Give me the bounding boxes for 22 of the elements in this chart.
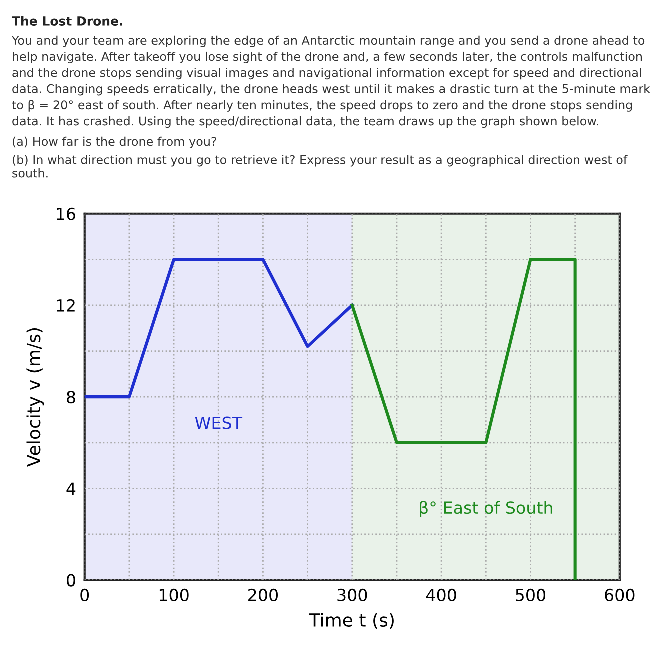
text: (b) In what direction must you go to retrieve it? Express your result as a geographical direction west of south. — [12, 155, 628, 178]
x-tick-label: 100 — [160, 588, 189, 602]
y-tick-label: 0 — [67, 574, 76, 587]
x-tick-label: 200 — [248, 588, 278, 602]
text: (a) How far is the drone from you? — [12, 136, 216, 148]
x-tick-label: 300 — [338, 588, 368, 602]
y-tick-label: 16 — [57, 208, 76, 220]
y-tick-label: 12 — [57, 299, 75, 312]
y-tick-label: 8 — [67, 391, 76, 404]
chart-title: The Lost Drone. — [12, 16, 122, 26]
band-label: WEST — [195, 416, 243, 430]
band-label: β° East of South — [420, 501, 552, 518]
x-axis-title: Time t (s) — [309, 613, 394, 630]
x-tick-label: 500 — [516, 588, 546, 602]
y-axis-title: Velocity v (m/s) — [26, 328, 44, 468]
x-tick-label: 0 — [80, 588, 90, 602]
x-tick-label: 400 — [426, 588, 456, 602]
y-tick-label: 4 — [66, 482, 76, 496]
line-series — [350, 258, 577, 580]
line-series — [84, 258, 354, 399]
chart-subtitle: You and your team are exploring the edge of an Antarctic mountain range and you send a drone ahead to help navigate. After takeoff you lose sight of the drone and, a few seconds later, the controls malfunction and the drone stops sending visual images and navigational information except for speed and directional data. Changing speeds erratically, the drone heads west until it makes a drastic turn at the 5-minute mark to β = 20° east of south. After nearly ten minutes, the speed drops to zero and the drone stops sending data. It has crashed. Using the speed/directional data, the team draws up the graph shown below. — [12, 36, 650, 128]
x-tick-label: 600 — [605, 588, 635, 602]
